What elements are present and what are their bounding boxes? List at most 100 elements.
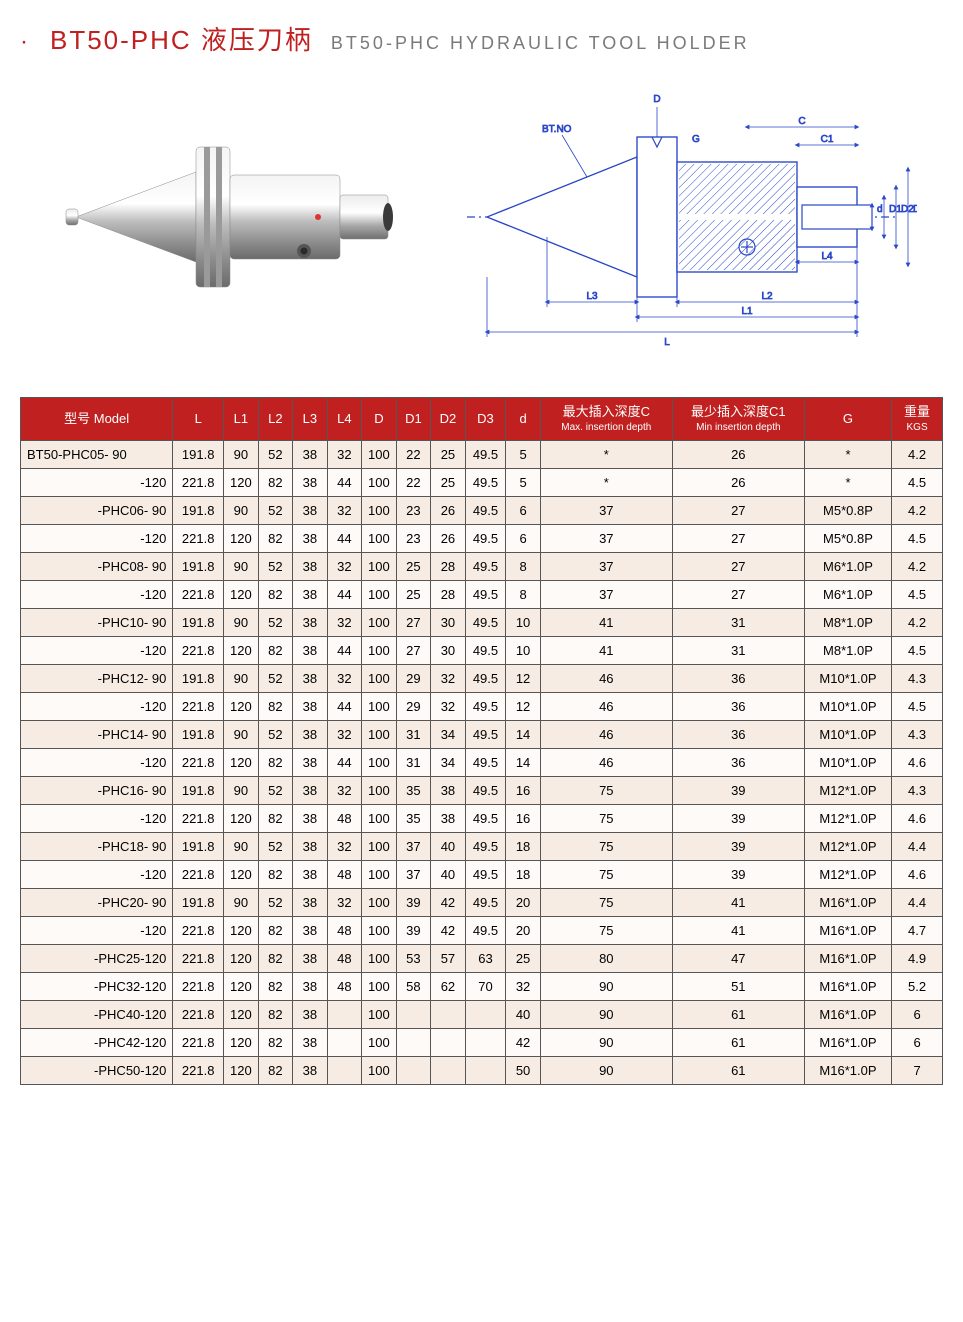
cell-d: 42 [506, 1028, 541, 1056]
cell-d: 20 [506, 916, 541, 944]
cell-model: -120 [21, 636, 173, 664]
cell-D2: 34 [431, 720, 466, 748]
cell-L2: 82 [258, 748, 293, 776]
cell-G: M16*1.0P [804, 1000, 891, 1028]
cell-L2: 82 [258, 916, 293, 944]
cell-kgs: 4.4 [892, 832, 943, 860]
col-model: 型号 Model [21, 398, 173, 441]
cell-maxC: 75 [540, 916, 672, 944]
cell-L3: 38 [293, 748, 328, 776]
cell-minC1: 61 [672, 1056, 804, 1084]
cell-minC1: 36 [672, 748, 804, 776]
cell-L1: 120 [224, 1000, 259, 1028]
dim-D3: D3 [913, 204, 917, 215]
col-D2: D2 [431, 398, 466, 441]
cell-model: -PHC50-120 [21, 1056, 173, 1084]
cell-d: 8 [506, 552, 541, 580]
cell-L2: 52 [258, 664, 293, 692]
page-title-row: · BT50-PHC 液压刀柄 BT50-PHC HYDRAULIC TOOL … [20, 20, 943, 57]
cell-D3: 49.5 [465, 776, 506, 804]
cell-d: 5 [506, 440, 541, 468]
cell-L4: 32 [327, 776, 362, 804]
cell-L4: 48 [327, 916, 362, 944]
cell-L: 221.8 [173, 944, 224, 972]
cell-D: 100 [362, 552, 397, 580]
cell-maxC: * [540, 440, 672, 468]
cell-L3: 38 [293, 1056, 328, 1084]
cell-minC1: 39 [672, 804, 804, 832]
table-row: -120221.8120823844100222549.55*26*4.5 [21, 468, 943, 496]
cell-model: -PHC12- 90 [21, 664, 173, 692]
cell-L2: 82 [258, 804, 293, 832]
cell-L: 191.8 [173, 440, 224, 468]
cell-kgs: 4.6 [892, 860, 943, 888]
cell-L1: 120 [224, 1028, 259, 1056]
cell-minC1: 36 [672, 664, 804, 692]
cell-D3 [465, 1028, 506, 1056]
cell-model: -120 [21, 804, 173, 832]
cell-D: 100 [362, 972, 397, 1000]
cell-model: -PHC25-120 [21, 944, 173, 972]
cell-L: 221.8 [173, 580, 224, 608]
cell-L4: 32 [327, 832, 362, 860]
cell-G: M10*1.0P [804, 720, 891, 748]
table-row: -PHC18- 90191.890523832100374049.5187539… [21, 832, 943, 860]
cell-kgs: 6 [892, 1028, 943, 1056]
table-row: -120221.8120823844100232649.563727M5*0.8… [21, 524, 943, 552]
cell-L4: 44 [327, 748, 362, 776]
cell-maxC: 46 [540, 692, 672, 720]
col-L3: L3 [293, 398, 328, 441]
cell-G: * [804, 468, 891, 496]
cell-L2: 82 [258, 692, 293, 720]
cell-L3: 38 [293, 580, 328, 608]
cell-L4: 32 [327, 440, 362, 468]
cell-d: 6 [506, 524, 541, 552]
cell-D1: 22 [396, 468, 431, 496]
cell-minC1: 51 [672, 972, 804, 1000]
cell-L3: 38 [293, 636, 328, 664]
cell-d: 10 [506, 636, 541, 664]
dim-d: d [877, 204, 883, 215]
cell-kgs: 4.5 [892, 636, 943, 664]
cell-maxC: 90 [540, 1000, 672, 1028]
cell-D1: 27 [396, 636, 431, 664]
cell-L2: 82 [258, 944, 293, 972]
table-header: 型号 ModelLL1L2L3L4DD1D2D3d最大插入深度CMax. ins… [21, 398, 943, 441]
cell-D2: 42 [431, 916, 466, 944]
cell-model: -PHC40-120 [21, 1000, 173, 1028]
cell-G: M16*1.0P [804, 888, 891, 916]
cell-D: 100 [362, 608, 397, 636]
cell-model: -PHC20- 90 [21, 888, 173, 916]
cell-L: 221.8 [173, 916, 224, 944]
cell-D1 [396, 1028, 431, 1056]
cell-D2: 25 [431, 468, 466, 496]
cell-maxC: 90 [540, 972, 672, 1000]
cell-D1 [396, 1056, 431, 1084]
cell-maxC: 37 [540, 524, 672, 552]
cell-L2: 52 [258, 832, 293, 860]
table-row: -PHC06- 90191.890523832100232649.563727M… [21, 496, 943, 524]
cell-D: 100 [362, 720, 397, 748]
cell-L: 221.8 [173, 804, 224, 832]
cell-L: 191.8 [173, 496, 224, 524]
cell-minC1: 61 [672, 1000, 804, 1028]
cell-D2 [431, 1056, 466, 1084]
cell-kgs: 6 [892, 1000, 943, 1028]
table-row: BT50-PHC05- 90191.890523832100222549.55*… [21, 440, 943, 468]
cell-L3: 38 [293, 440, 328, 468]
cell-L3: 38 [293, 944, 328, 972]
cell-minC1: 41 [672, 888, 804, 916]
cell-minC1: 39 [672, 776, 804, 804]
cell-d: 8 [506, 580, 541, 608]
cell-kgs: 7 [892, 1056, 943, 1084]
cell-L4: 32 [327, 888, 362, 916]
cell-model: -PHC32-120 [21, 972, 173, 1000]
cell-kgs: 4.6 [892, 748, 943, 776]
cell-D1: 35 [396, 776, 431, 804]
cell-d: 18 [506, 860, 541, 888]
cell-d: 32 [506, 972, 541, 1000]
cell-G: M8*1.0P [804, 608, 891, 636]
cell-maxC: 41 [540, 636, 672, 664]
cell-G: M6*1.0P [804, 552, 891, 580]
cell-minC1: 26 [672, 440, 804, 468]
